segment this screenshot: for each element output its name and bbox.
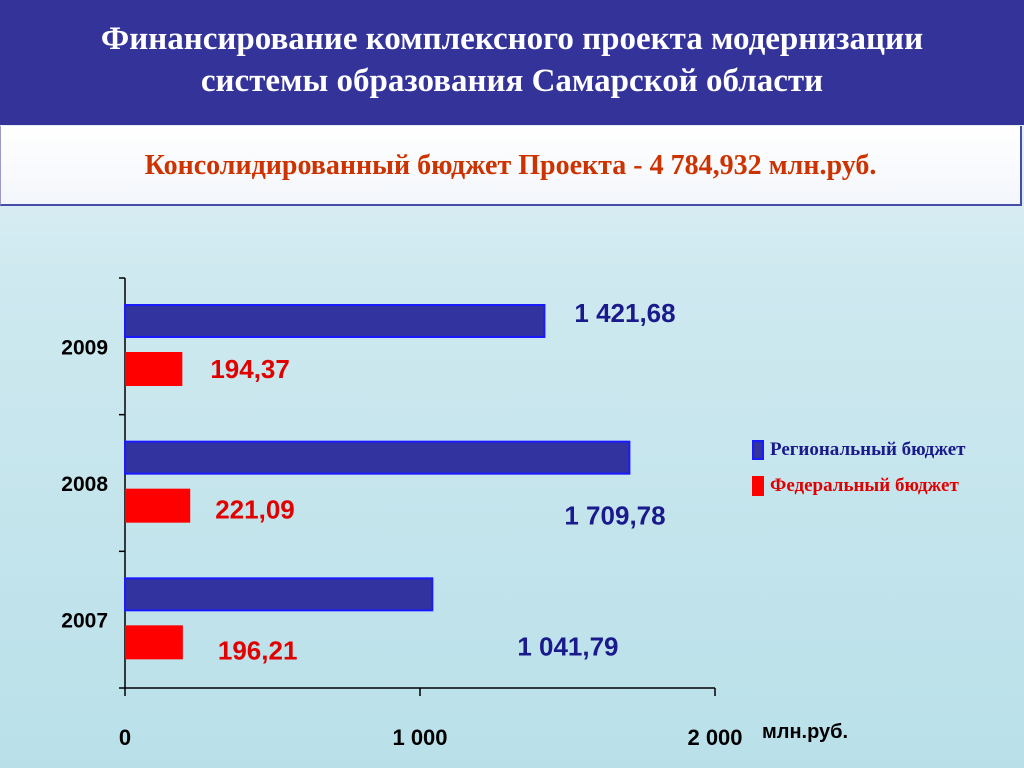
data-label-regional: 1 709,78: [564, 501, 665, 531]
legend-label-federal: Федеральный бюджет: [770, 475, 959, 496]
bar-federal: [125, 488, 191, 523]
legend-swatch-federal: [752, 476, 764, 496]
bar-federal: [125, 352, 183, 386]
title-line-2: системы образования Самарской области: [200, 63, 824, 99]
page-title: Финансирование комплексного проекта моде…: [0, 0, 1024, 125]
chart-legend: Региональный бюджет Федеральный бюджет: [752, 432, 966, 504]
x-axis-title: млн.руб.: [762, 721, 848, 743]
legend-item-regional: Региональный бюджет: [752, 432, 966, 468]
y-tick-label: 2008: [61, 473, 108, 496]
data-label-federal: 194,37: [210, 354, 290, 384]
legend-item-federal: Федеральный бюджет: [752, 468, 966, 504]
data-label-federal: 221,09: [215, 495, 295, 525]
y-tick-label: 2009: [61, 336, 108, 359]
data-label-regional: 1 041,79: [517, 631, 618, 661]
data-label-regional: 1 421,68: [574, 298, 675, 328]
title-line-1: Финансирование комплексного проекта моде…: [100, 21, 924, 57]
bar-regional: [124, 440, 631, 475]
legend-swatch-regional: [752, 440, 764, 460]
budget-subtitle: Консолидированный бюджет Проекта - 4 784…: [0, 126, 1022, 206]
data-label-federal: 196,21: [218, 635, 298, 665]
x-tick-label: 1 000: [392, 725, 447, 750]
x-tick-label: 2 000: [687, 725, 742, 750]
bar-regional: [124, 304, 546, 338]
bar-federal: [125, 625, 183, 660]
legend-label-regional: Региональный бюджет: [770, 439, 966, 460]
bar-regional: [124, 577, 434, 612]
x-tick-label: 0: [119, 725, 131, 750]
y-tick-label: 2007: [61, 610, 108, 633]
